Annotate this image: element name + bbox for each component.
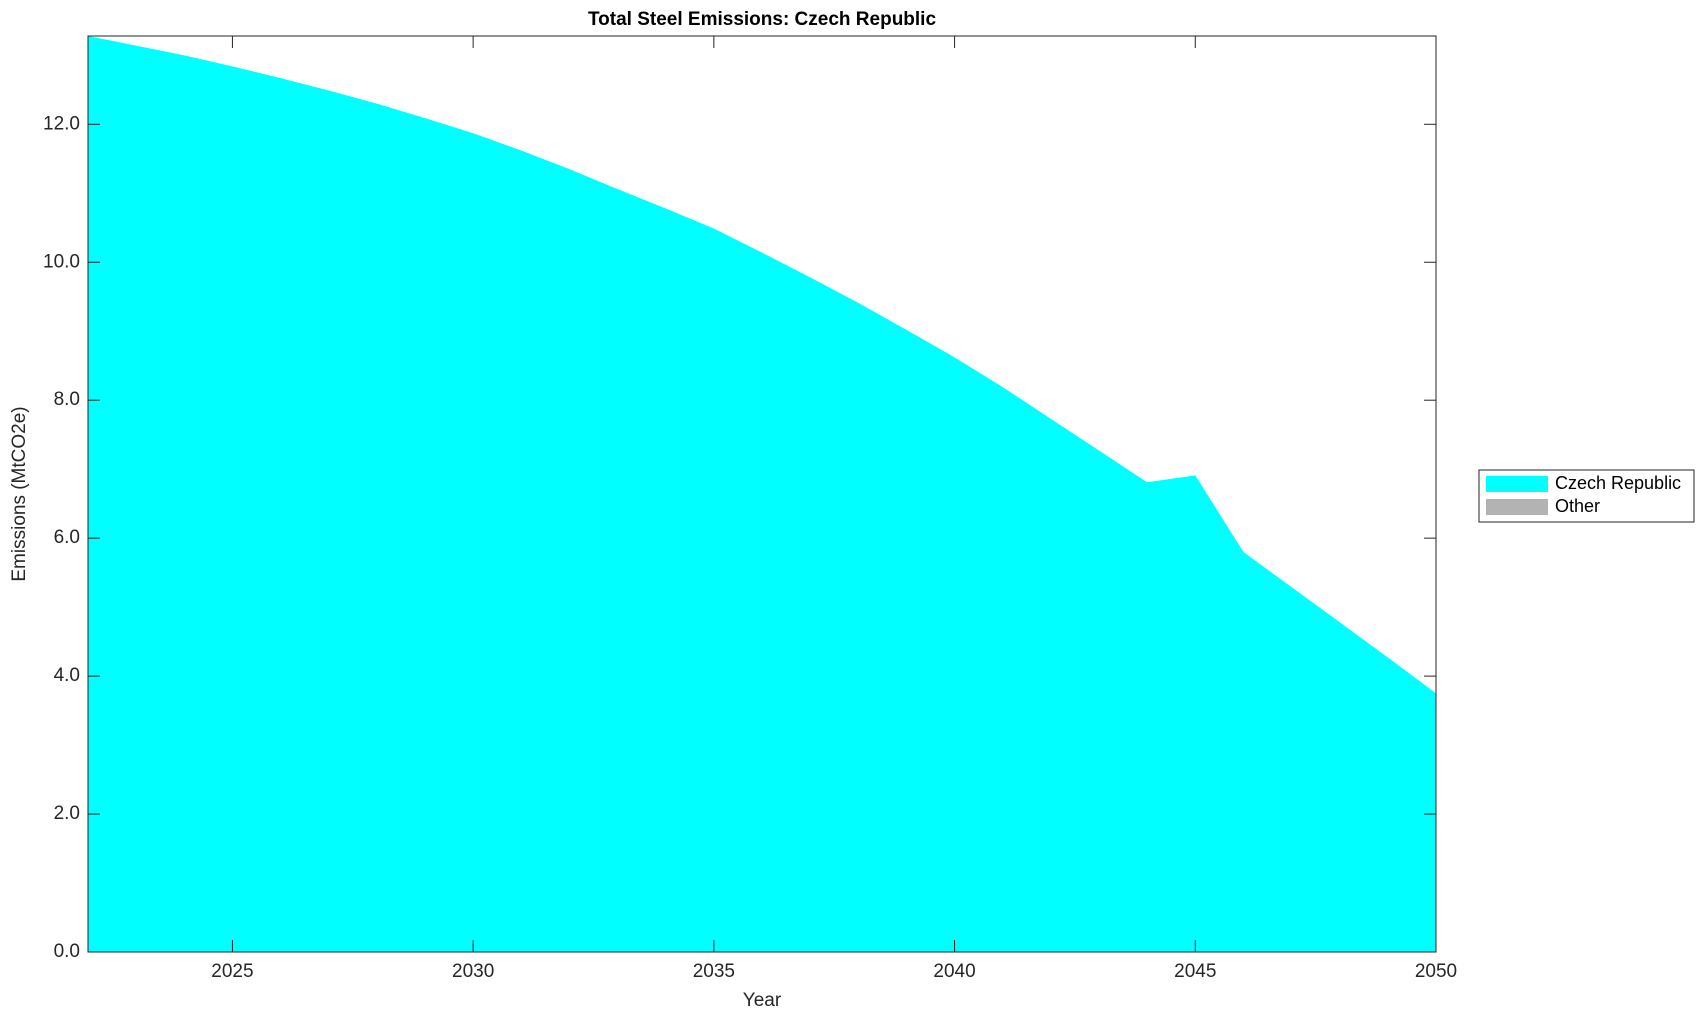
x-axis-label: Year bbox=[743, 990, 782, 1011]
x-tick-label: 2045 bbox=[1174, 961, 1216, 982]
x-tick-label: 2040 bbox=[933, 961, 975, 982]
y-tick-label: 12.0 bbox=[43, 113, 80, 134]
x-tick-label: 2025 bbox=[211, 961, 253, 982]
chart-title: Total Steel Emissions: Czech Republic bbox=[588, 9, 936, 30]
x-tick-label: 2050 bbox=[1415, 961, 1457, 982]
legend-swatch bbox=[1486, 476, 1548, 492]
x-tick-label: 2030 bbox=[452, 961, 494, 982]
y-tick-label: 0.0 bbox=[54, 941, 80, 962]
y-tick-label: 4.0 bbox=[54, 665, 80, 686]
y-tick-label: 6.0 bbox=[54, 527, 80, 548]
legend-swatch bbox=[1486, 499, 1548, 515]
area bbox=[88, 36, 1436, 952]
legend-label: Czech Republic bbox=[1555, 473, 1681, 493]
legend-label: Other bbox=[1555, 496, 1600, 516]
y-tick-label: 10.0 bbox=[43, 251, 80, 272]
y-tick-label: 2.0 bbox=[54, 803, 80, 824]
plot-frame bbox=[87, 35, 1437, 953]
y-tick-label: 8.0 bbox=[54, 389, 80, 410]
x-tick-label: 2035 bbox=[693, 961, 735, 982]
y-axis-label: Emissions (MtCO2e) bbox=[9, 406, 30, 581]
